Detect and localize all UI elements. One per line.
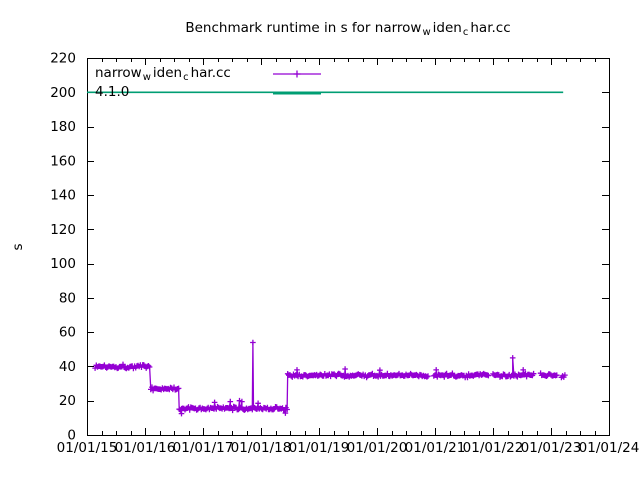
x-tick-label: 01/01/16 [115,440,176,456]
legend-label: har.cc [190,65,231,81]
x-tick-label: 01/01/21 [405,440,466,456]
x-tick-label: 01/01/23 [521,440,582,456]
chart-title-text: har.cc [470,20,511,36]
y-tick-label: 160 [50,153,76,169]
chart-title: Benchmark runtime in s for narroww idenc h… [87,20,609,38]
y-tick-label: 40 [59,359,76,375]
y-tick-label: 100 [50,256,76,272]
y-tick-label: 120 [50,222,76,238]
axis-major-ticks [87,58,610,436]
legend-sample-plus-marker [293,70,301,78]
y-tick-label: 20 [59,393,76,409]
x-tick-label: 01/01/19 [289,440,350,456]
x-tick-label: 01/01/17 [173,440,234,456]
legend-label: iden [152,65,183,81]
legend-entry-version: 4.1.0 [95,84,231,103]
legend-label-subscript: w [142,72,151,83]
y-tick-label: 0 [67,428,76,444]
chart-title-subscript: w [422,27,431,38]
series-plus-markers [92,339,568,417]
x-tick-label: 01/01/22 [463,440,524,456]
y-tick-label: 180 [50,119,76,135]
x-tick-label: 01/01/15 [57,440,118,456]
legend-entry-series: narroww idenc har.cc [95,65,231,84]
x-tick-label: 01/01/18 [231,440,292,456]
chart-title-text: Benchmark runtime in s for narrow [185,20,422,36]
y-tick-label: 140 [50,188,76,204]
plot-border [87,58,610,436]
x-tick-label: 01/01/20 [347,440,408,456]
axis-minor-ticks [102,58,596,435]
legend-label: narrow [95,65,142,81]
y-tick-label: 220 [50,51,76,67]
chart-title-subscript: c [462,27,469,38]
chart-title-text: iden [432,20,462,36]
x-tick-label: 01/01/24 [579,440,640,456]
legend-label-subscript: c [183,72,189,83]
y-tick-label: 60 [59,325,76,341]
y-tick-label: 200 [50,85,76,101]
legend: narroww idenc har.cc 4.1.0 [95,65,231,103]
y-tick-label: 80 [59,290,76,306]
legend-label: 4.1.0 [95,84,130,100]
